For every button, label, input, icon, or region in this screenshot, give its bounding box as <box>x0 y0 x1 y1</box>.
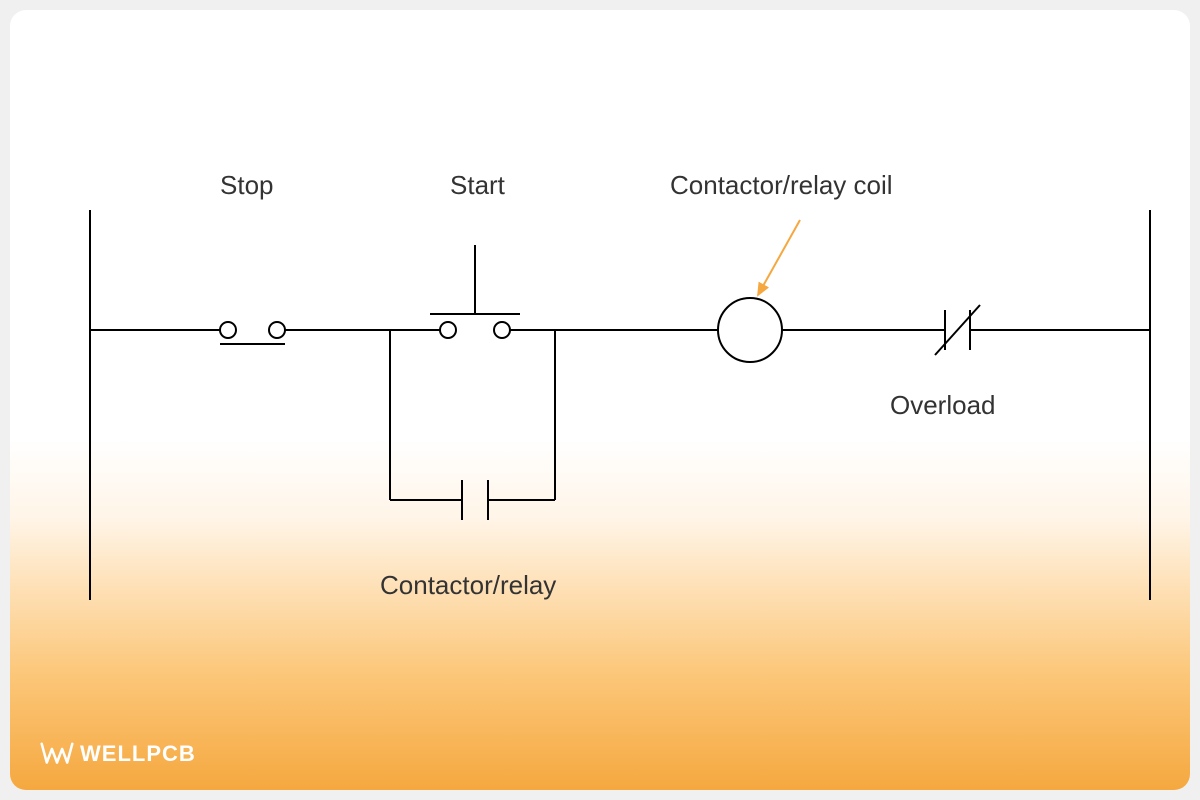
wellpcb-icon <box>40 740 74 768</box>
relay-coil <box>718 298 782 362</box>
stop-contact-right <box>269 322 285 338</box>
stop-contact-left <box>220 322 236 338</box>
contactor-label: Contactor/relay <box>380 570 556 601</box>
ladder-diagram: Stop Start Contactor/relay coil Overload… <box>10 10 1190 790</box>
coil-label: Contactor/relay coil <box>670 170 893 201</box>
start-contact-right <box>494 322 510 338</box>
overload-label: Overload <box>890 390 996 421</box>
diagram-card: Stop Start Contactor/relay coil Overload… <box>10 10 1190 790</box>
coil-arrow <box>758 220 800 295</box>
start-label: Start <box>450 170 505 201</box>
stop-label: Stop <box>220 170 274 201</box>
circuit-svg <box>10 10 1190 790</box>
brand-text: WELLPCB <box>80 741 196 767</box>
start-contact-left <box>440 322 456 338</box>
brand-logo: WELLPCB <box>40 740 196 768</box>
